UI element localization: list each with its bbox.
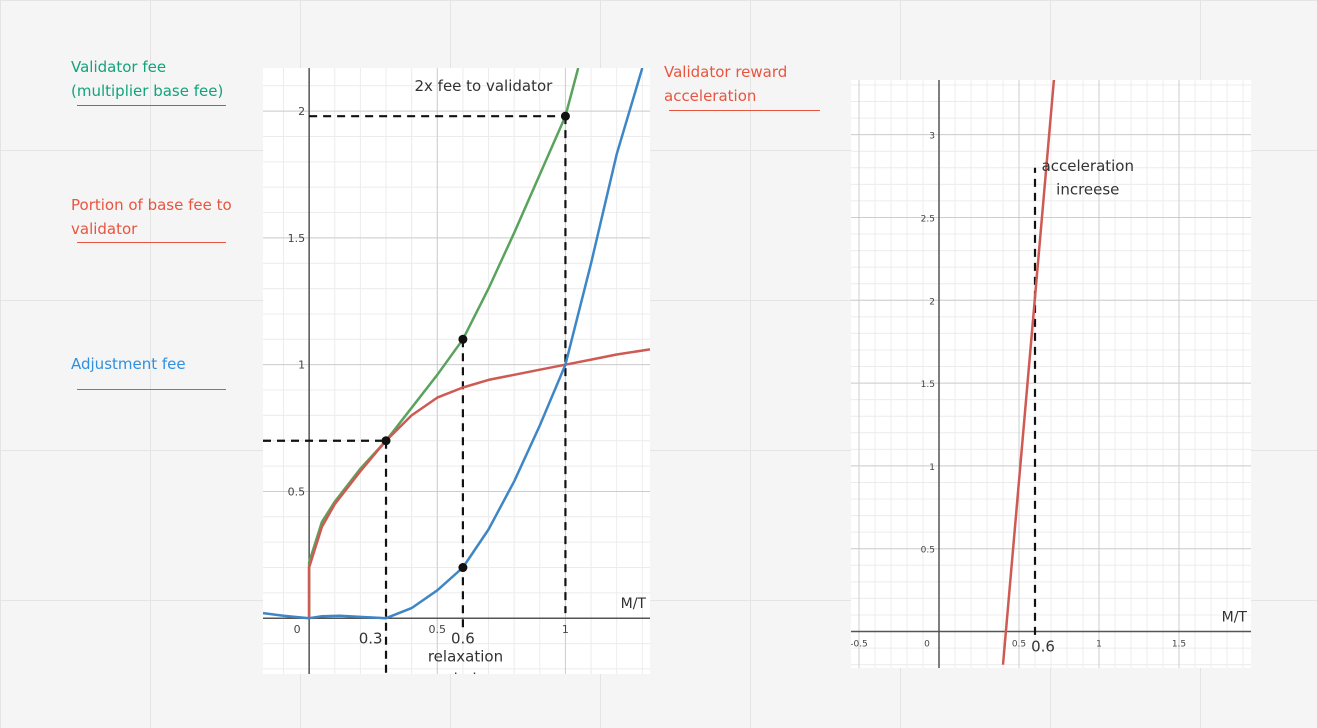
legend-portion-base-fee: Portion of base fee to validator [71, 193, 232, 241]
data-point [458, 334, 468, 344]
chart-fee-curves: 0 0.5 1 0.5 1 1.5 2 M/T 2x fee to validator 0.3 0.… [262, 67, 651, 688]
chart-reward-acceleration-svg: -0.5 0 0.5 1 1.5 0.5 1 1.5 2 2.5 3 M/T acceleration i… [850, 76, 1251, 668]
series-line-validator_fee [307, 67, 580, 619]
data-point [560, 111, 570, 121]
y-tick-label: 1 [298, 359, 305, 372]
legend-validator-fee-line2: (multiplier base fee) [71, 82, 224, 100]
y-tick-label: 2 [298, 105, 305, 118]
x-axis-label: M/T [1222, 610, 1248, 626]
legend-validator-fee: Validator fee (multiplier base fee) [71, 55, 223, 103]
annotation-label: period [429, 670, 477, 674]
data-point [458, 563, 468, 573]
x-tick-label: 1.5 [1172, 640, 1186, 650]
chart-fee-curves-svg: 0 0.5 1 0.5 1 1.5 2 M/T 2x fee to validator 0.3 0.… [262, 67, 651, 688]
legend-portion-base-fee-underline [77, 242, 226, 243]
legend-portion-base-fee-line2: validator [71, 220, 138, 238]
x-tick-label: 0 [294, 623, 301, 636]
x-tick-label: 0 [924, 640, 930, 650]
annotation-label: 0.6 [1031, 637, 1055, 655]
x-tick-label: 1 [562, 623, 569, 636]
y-tick-label: 1.5 [921, 380, 935, 390]
x-tick-label: 0.5 [1012, 640, 1026, 650]
y-tick-label: 3 [929, 132, 935, 142]
y-tick-label: 2 [929, 297, 935, 307]
y-tick-label: 0.5 [288, 485, 306, 498]
y-tick-label: 1.5 [288, 232, 306, 245]
x-tick-label: 0.5 [429, 623, 447, 636]
series-line-validator_reward_acceleration [1001, 76, 1056, 665]
y-tick-label: 2.5 [921, 214, 935, 224]
chart-reward-acceleration: -0.5 0 0.5 1 1.5 0.5 1 1.5 2 2.5 3 M/T acceleration i… [850, 76, 1251, 668]
label-validator-reward-line1: Validator reward [664, 63, 788, 81]
y-tick-label: 1 [929, 463, 935, 473]
legend-validator-fee-underline [77, 105, 226, 106]
annotation-label: 2x fee to validator [414, 77, 553, 95]
label-validator-reward-line2: acceleration [664, 87, 757, 105]
x-tick-label: -0.5 [851, 640, 868, 650]
legend-validator-fee-line1: Validator fee [71, 58, 167, 76]
x-tick-label: 1 [1096, 640, 1102, 650]
legend-portion-base-fee-line1: Portion of base fee to [71, 196, 232, 214]
legend-adjustment-fee-line1: Adjustment fee [71, 355, 186, 373]
annotation-label: 0.3 [359, 630, 383, 648]
label-validator-reward-underline [669, 110, 820, 111]
legend-adjustment-fee-underline [77, 389, 226, 390]
series-line-adjustment_fee [262, 67, 644, 620]
data-point [381, 436, 391, 446]
x-axis-label: M/T [621, 596, 647, 612]
label-validator-reward-acceleration: Validator reward acceleration [664, 60, 787, 108]
legend-adjustment-fee: Adjustment fee [71, 352, 186, 376]
y-tick-label: 0.5 [921, 546, 935, 556]
annotation-label: increese [1056, 180, 1119, 198]
annotation-label: acceleration [1042, 157, 1134, 175]
annotation-label: 0.6 [451, 630, 475, 648]
annotation-label: relaxation [428, 647, 503, 665]
series-line-portion_to_validator [307, 348, 651, 619]
